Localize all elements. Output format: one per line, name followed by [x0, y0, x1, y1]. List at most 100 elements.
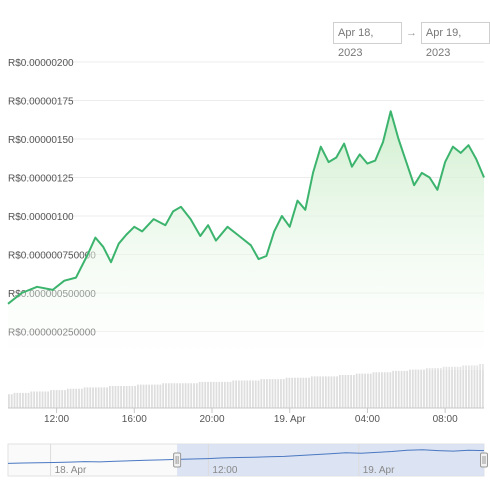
volume-bar: [30, 391, 33, 408]
volume-bar: [148, 384, 151, 408]
volume-bar: [403, 370, 406, 408]
volume-bar: [324, 376, 327, 408]
volume-bar: [232, 380, 235, 408]
volume-bar: [358, 373, 361, 408]
volume-bar: [310, 376, 313, 408]
volume-bar: [319, 376, 322, 408]
volume-bar: [381, 372, 383, 408]
volume-bar: [294, 377, 296, 408]
volume-bar: [86, 387, 89, 408]
volume-bar: [61, 390, 64, 408]
x-axis: 12:00 16:00 20:00 19. Apr 04:00 08:00: [44, 408, 458, 425]
volume-bar: [322, 376, 324, 408]
volume-bar: [190, 383, 193, 408]
volume-bar: [249, 380, 252, 408]
volume-bar: [361, 373, 364, 408]
volume-bar: [209, 381, 212, 408]
y-tick-label: R$0.000000750000: [8, 251, 96, 262]
volume-bar: [252, 380, 254, 408]
volume-bar: [66, 388, 69, 408]
volume-bar: [260, 379, 263, 408]
volume-bar: [170, 383, 173, 408]
volume-bar: [100, 387, 103, 408]
date-from-input[interactable]: Apr 18, 2023: [333, 22, 403, 59]
volume-bar: [459, 366, 462, 408]
date-range-selector: Apr 18, 2023 → Apr 19, 2023: [333, 22, 490, 59]
volume-bar: [13, 392, 16, 408]
price-line: [7, 110, 485, 305]
volume-bar: [246, 380, 249, 408]
date-to-input[interactable]: Apr 19, 2023: [420, 22, 490, 59]
volume-bar: [179, 383, 181, 408]
volume-bar: [69, 388, 72, 408]
volume-bar: [338, 375, 341, 408]
volume-bar: [103, 387, 106, 408]
volume-bar: [221, 381, 223, 408]
navigator[interactable]: 18. Apr 12:00 19. Apr: [7, 443, 488, 477]
volume-bar: [473, 365, 476, 408]
volume-bar: [89, 387, 92, 408]
navigator-label: 12:00: [212, 465, 237, 476]
volume-bar: [198, 381, 201, 408]
navigator-label: 19. Apr: [363, 465, 395, 476]
x-tick-label: 12:00: [44, 414, 69, 425]
volume-bar: [83, 387, 86, 408]
volume-bar: [8, 394, 10, 408]
x-tick-label: 04:00: [355, 414, 380, 425]
y-tick-label: R$0.00000200: [8, 58, 74, 69]
volume-bar: [448, 366, 451, 408]
volume-bar: [465, 365, 467, 408]
navigator-line: [7, 449, 485, 464]
volume-bar: [313, 376, 316, 408]
volume-bar: [50, 390, 52, 408]
volume-bar: [305, 377, 308, 408]
volume-bar: [355, 373, 358, 408]
volume-bar: [271, 379, 274, 408]
volume-bar: [10, 394, 13, 408]
volume-bar: [316, 376, 319, 408]
volume-bar: [336, 376, 338, 408]
x-tick-label: 16:00: [122, 414, 147, 425]
volume-bar: [78, 388, 80, 408]
volume-bar: [184, 383, 187, 408]
volume-bar: [44, 391, 47, 408]
volume-bar: [333, 376, 336, 408]
volume-bar: [80, 388, 83, 408]
volume-bar: [389, 372, 392, 408]
volume-bar: [64, 390, 66, 408]
volume-bar: [350, 375, 352, 408]
volume-bar: [428, 368, 431, 408]
volume-bar: [280, 379, 282, 408]
volume-bar: [204, 381, 207, 408]
volume-bar: [392, 370, 395, 408]
navigator-handle[interactable]: [173, 452, 182, 468]
volume-bar: [193, 383, 195, 408]
volume-bar: [58, 390, 61, 408]
navigator-label: 18. Apr: [55, 465, 87, 476]
volume-bar: [173, 383, 176, 408]
volume-bar: [439, 368, 442, 408]
volume-bar: [125, 386, 128, 408]
volume-bar: [240, 380, 243, 408]
volume-bar: [165, 383, 167, 408]
volume-bar: [114, 386, 117, 408]
volume-bar: [47, 391, 50, 408]
volume-bar: [375, 372, 378, 408]
volume-bar: [425, 368, 428, 408]
navigator-handle[interactable]: [480, 452, 488, 468]
volume-bar: [409, 369, 411, 408]
volume-bar: [16, 392, 19, 408]
volume-bar: [442, 366, 445, 408]
volume-bar: [282, 379, 285, 408]
volume-bar: [38, 391, 41, 408]
volume-bar: [195, 383, 198, 408]
y-tick-label: R$0.00000175: [8, 97, 74, 108]
volume-bar: [302, 377, 305, 408]
volume-bar: [327, 376, 330, 408]
volume-bar: [72, 388, 75, 408]
volume-bar: [367, 373, 369, 408]
volume-bar: [212, 381, 215, 408]
volume-bar: [417, 369, 420, 408]
volume-bar: [456, 366, 459, 408]
